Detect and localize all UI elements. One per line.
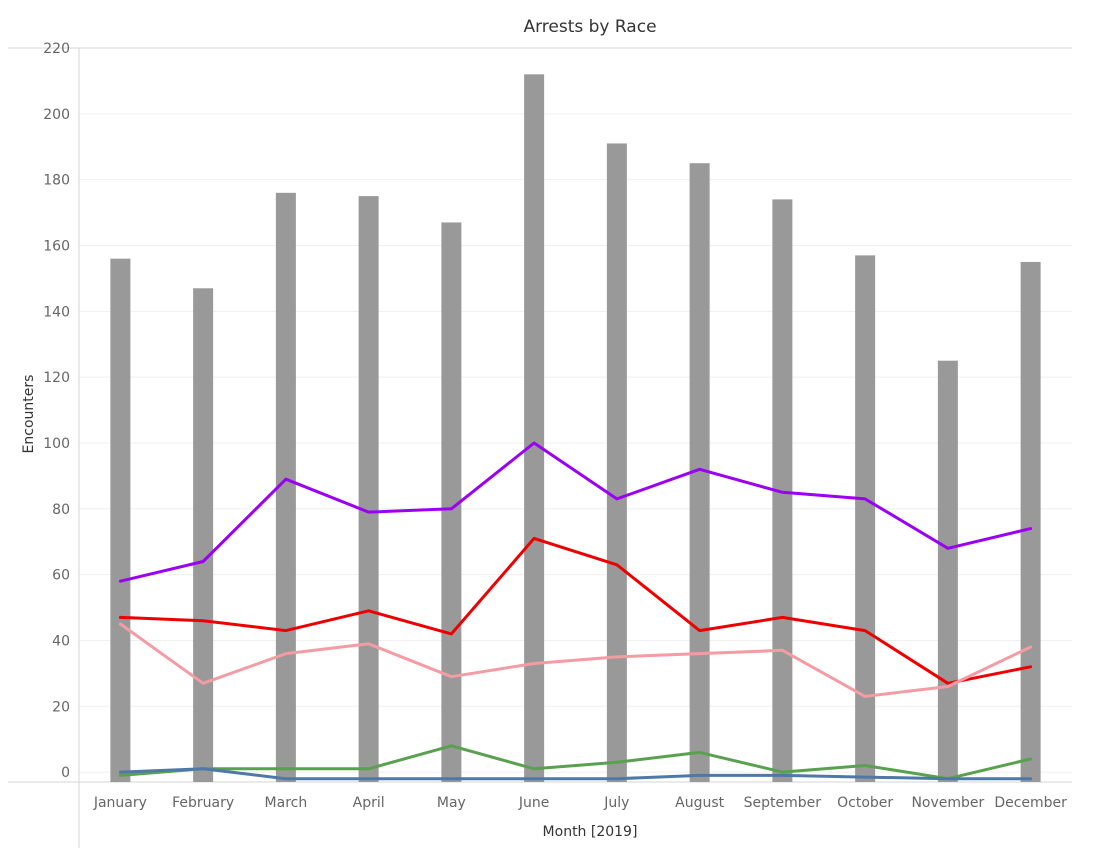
x-tick-label: March: [265, 795, 308, 811]
x-axis-ticks: January February March April May June July Augu…: [93, 795, 1067, 811]
y-tick-label: 120: [43, 370, 70, 386]
x-axis-label: Month [2019]: [543, 824, 638, 840]
bar: [524, 74, 545, 782]
y-tick-label: 60: [52, 568, 70, 584]
x-tick-label: February: [172, 795, 234, 811]
bar: [606, 143, 627, 783]
bar: [110, 258, 131, 783]
x-tick-label: June: [518, 795, 550, 811]
y-axis-label: Encounters: [21, 375, 37, 454]
series-line: [118, 536, 1033, 685]
x-tick-label: December: [994, 795, 1067, 811]
series-line: [118, 441, 1033, 583]
x-tick-label: November: [911, 795, 984, 811]
x-tick-label: April: [353, 795, 385, 811]
y-tick-label: 20: [52, 699, 70, 715]
x-tick-label: August: [675, 795, 725, 811]
x-tick-label: September: [744, 795, 822, 811]
bar: [193, 288, 214, 782]
bar: [275, 192, 296, 782]
y-tick-label: 180: [43, 173, 70, 189]
x-tick-label: May: [437, 795, 466, 811]
y-tick-label: 220: [43, 41, 70, 57]
bar: [1020, 261, 1041, 783]
y-tick-label: 80: [52, 502, 70, 518]
grid-layer: [79, 47, 1072, 773]
y-tick-label: 0: [61, 765, 70, 781]
chart-title: Arrests by Race: [523, 17, 656, 37]
series-line: [118, 767, 1033, 781]
series-line: [118, 744, 1033, 781]
x-tick-label: July: [603, 795, 629, 811]
y-tick-label: 200: [43, 107, 70, 123]
bar: [855, 255, 876, 783]
bar: [772, 199, 793, 782]
bars-layer: [110, 74, 1041, 783]
lines-layer: [118, 441, 1033, 781]
series-line: [118, 622, 1033, 698]
x-tick-label: January: [93, 795, 147, 811]
y-tick-label: 40: [52, 633, 70, 649]
bar: [358, 196, 379, 783]
y-tick-label: 100: [43, 436, 70, 452]
y-tick-label: 160: [43, 238, 70, 254]
y-tick-label: 140: [43, 304, 70, 320]
bar: [441, 222, 462, 782]
x-tick-label: October: [837, 795, 893, 811]
bar: [937, 360, 958, 782]
y-axis-ticks: 0 20 40 60 80 100 120 140 160 180 200 220: [43, 41, 70, 781]
